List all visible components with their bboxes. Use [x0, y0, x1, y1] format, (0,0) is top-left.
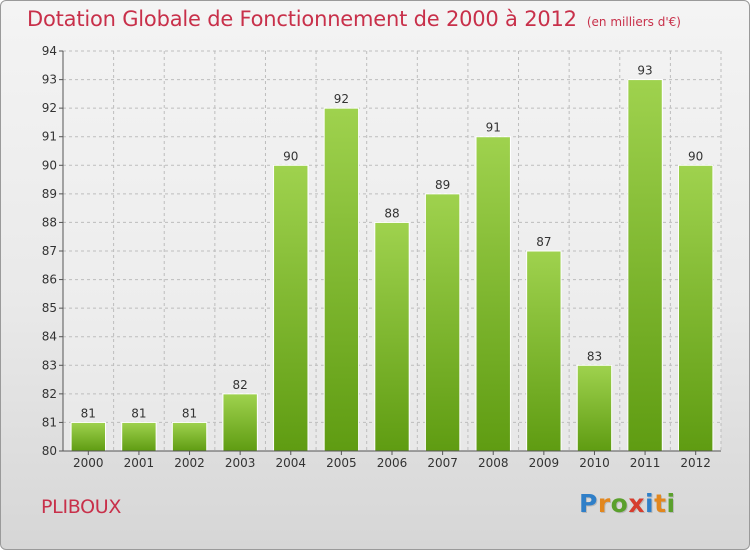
bar-2012 [677, 164, 714, 452]
x-tick-label: 2003 [225, 456, 256, 470]
axes: 80 81 82 83 84 85 86 87 88 89 90 91 92 93 94 2000 2001 20… [42, 44, 721, 470]
x-tick-label: 2009 [529, 456, 560, 470]
bar-2003 [222, 393, 258, 452]
bar-2002 [171, 421, 208, 452]
data-label: 92 [334, 92, 349, 106]
bar-2007 [424, 193, 461, 452]
bar-2000 [70, 421, 107, 452]
logo-letter: i [666, 489, 676, 518]
y-tick-label: 80 [42, 444, 57, 458]
logo-letter: o [610, 489, 629, 518]
chart-title: Dotation Globale de Fonctionnement de 20… [27, 7, 681, 31]
x-tick-label: 2010 [579, 456, 610, 470]
data-label: 90 [688, 149, 703, 163]
y-tick-label: 93 [42, 73, 57, 87]
y-tick-label: 82 [42, 387, 57, 401]
bar-2001 [121, 421, 157, 452]
logo-letter: P [579, 489, 598, 518]
x-tick-label: 2008 [478, 456, 509, 470]
data-label: 82 [233, 378, 248, 392]
x-tick-label: 2006 [377, 456, 408, 470]
bar-2004 [273, 164, 309, 452]
logo-letter: t [654, 489, 667, 518]
bar-2011 [627, 79, 663, 452]
data-label: 81 [131, 406, 146, 420]
logo-letter: r [597, 489, 611, 518]
chart-title-text: Dotation Globale de Fonctionnement de 20… [27, 7, 577, 31]
y-tick-label: 83 [42, 358, 57, 372]
bar-2009 [526, 250, 562, 452]
data-label: 89 [435, 178, 450, 192]
logo-letter: x [628, 489, 645, 518]
data-label: 90 [283, 149, 298, 163]
data-label: 87 [536, 235, 551, 249]
x-tick-label: 2007 [427, 456, 458, 470]
x-tick-label: 2012 [680, 456, 711, 470]
data-label: 81 [182, 406, 197, 420]
y-tick-label: 88 [42, 215, 57, 229]
y-tick-label: 89 [42, 187, 57, 201]
bars: 81 81 81 82 90 92 88 89 91 87 83 93 90 [70, 64, 714, 452]
x-tick-label: 2004 [275, 456, 306, 470]
data-label: 83 [587, 349, 602, 363]
data-label: 93 [637, 64, 652, 78]
logo-letter: i [645, 489, 655, 518]
data-label: 81 [81, 406, 96, 420]
y-tick-label: 91 [42, 130, 57, 144]
bar-2006 [374, 221, 410, 452]
x-tick-label: 2002 [174, 456, 205, 470]
y-tick-label: 81 [42, 415, 57, 429]
x-tick-label: 2000 [73, 456, 104, 470]
bar-2005 [323, 107, 360, 452]
chart-subtitle: (en milliers d'€) [586, 15, 681, 29]
y-tick-label: 94 [42, 44, 57, 58]
x-tick-label: 2011 [630, 456, 661, 470]
proxiti-logo[interactable]: Proxiti [579, 489, 676, 518]
y-tick-label: 86 [42, 273, 57, 287]
y-tick-label: 92 [42, 101, 57, 115]
y-tick-label: 84 [42, 330, 57, 344]
x-tick-label: 2001 [124, 456, 155, 470]
bar-2008 [475, 136, 511, 452]
y-tick-label: 87 [42, 244, 57, 258]
y-tick-label: 85 [42, 301, 57, 315]
data-label: 88 [384, 206, 399, 220]
data-label: 91 [486, 121, 501, 135]
x-tick-label: 2005 [326, 456, 357, 470]
commune-name: PLIBOUX [41, 496, 122, 518]
bar-2010 [576, 364, 613, 452]
y-tick-label: 90 [42, 158, 57, 172]
